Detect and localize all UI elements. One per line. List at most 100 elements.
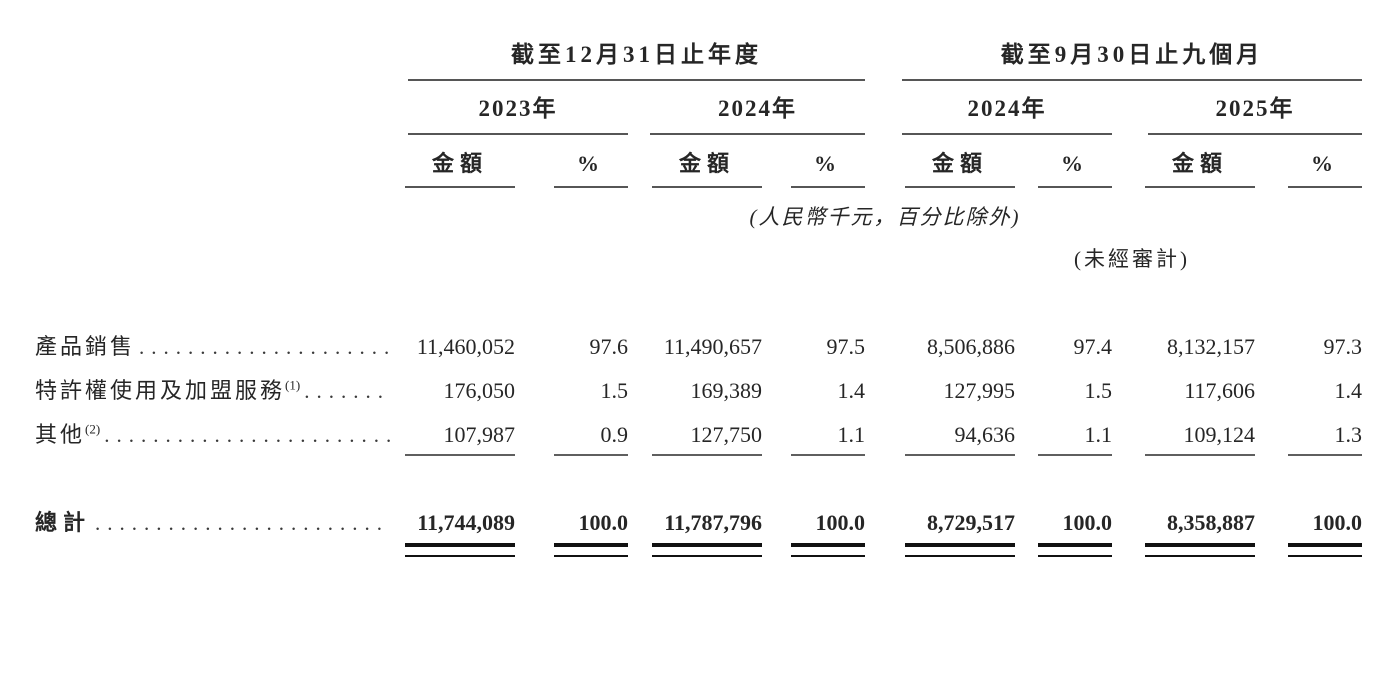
period-header-annual: 截至12月31日止年度 [511,42,762,67]
period-header-nine-months-box: 截至9月30日止九個月 [865,40,1362,70]
single-rule [1288,454,1362,456]
year-header-row: 2023年 2024年 2024年 2025年 [35,94,1362,124]
percent-col-header: % [1288,149,1362,188]
amount-cell: 176,050 [443,378,516,403]
year-rule-2023 [408,133,628,135]
amount-cell: 11,490,657 [663,334,762,359]
total-amount-cell: 8,358,887 [1167,510,1255,535]
percent-col-header-9m2024-box: % [1015,149,1112,188]
rule-box [1112,454,1255,456]
dot-leader [300,376,390,406]
year-header-2023-box: 2023年 [390,94,628,124]
year-header-9m2024-box: 2024年 [865,94,1112,124]
year-header-9m2024: 2024年 [967,96,1047,121]
percent-col-header: % [791,149,865,188]
total-amount-cell: 11,787,796 [664,510,762,535]
amount-cell: 127,995 [943,378,1016,403]
rule-box [762,543,865,557]
single-rule [1145,454,1255,456]
amount-cell: 117,606 [1184,378,1255,403]
revenue-table: 截至12月31日止年度 截至9月30日止九個月 2023年 2024年 [35,0,1362,557]
percent-col-header: % [554,149,628,188]
double-rule [905,543,1015,557]
amount-cell: 11,460,052 [416,334,515,359]
single-rule [905,454,1015,456]
amount-cell: 8,506,886 [927,334,1015,359]
single-rule [554,454,628,456]
percent-cell: 97.4 [1073,334,1113,359]
rule-box [1112,543,1255,557]
amount-col-header: 金額 [1145,149,1255,188]
double-rule [405,543,515,557]
year-rule-9m2025-box [1112,133,1362,135]
rule-box [865,543,1015,557]
unaudited-note: (未經審計) [1074,247,1190,271]
percent-col-header: % [1038,149,1112,188]
amount-cell: 107,987 [443,422,516,447]
rule-box [390,543,515,557]
rule-box [628,454,762,456]
amount-cell: 94,636 [954,422,1016,447]
percent-cell: 97.3 [1323,334,1363,359]
row-label-cell: 其他(2) [35,420,390,450]
table-row-franchise-services: 特許權使用及加盟服務(1) 176,050 1.5 169,389 1.4 12… [35,376,1362,406]
group-header-row: 截至12月31日止年度 截至9月30日止九個月 [35,40,1362,70]
rule-box [515,454,628,456]
year-header-9m2025-box: 2025年 [1112,94,1362,124]
single-rule [791,454,865,456]
group-rule-annual [408,79,865,81]
amount-cell: 169,389 [690,378,763,403]
currency-note-row: (人民幣千元，百分比除外) [35,202,1362,232]
total-percent-cell: 100.0 [815,510,866,535]
group-rule-annual-box [390,79,865,81]
unaudited-note-row: (未經審計) [35,244,1362,274]
amount-cell: 8,132,157 [1167,334,1255,359]
year-rule-2024-box [628,133,865,135]
double-rule [1038,543,1112,557]
percent-cell: 1.1 [1084,422,1113,447]
double-rule [1145,543,1255,557]
rule-box [1255,454,1362,456]
group-rule-nine-months-box [865,79,1362,81]
amount-col-header-9m2025-box: 金額 [1112,149,1255,188]
amount-cell: 127,750 [690,422,763,447]
year-rule-9m2025 [1148,133,1362,135]
amount-col-header-2024-box: 金額 [628,149,762,188]
total-percent-cell: 100.0 [578,510,629,535]
year-header-2024-box: 2024年 [628,94,865,124]
dot-leader [100,420,390,450]
group-rule-row [35,79,1362,81]
row-label: 產品銷售 [35,334,136,359]
double-rule [1288,543,1362,557]
percent-cell: 97.6 [589,334,629,359]
column-header-row: 金額 % 金額 % 金額 % 金額 % [35,149,1362,188]
percent-cell: 0.9 [600,422,629,447]
rule-box [1015,454,1112,456]
dot-leader [135,332,390,362]
row-label-cell: 特許權使用及加盟服務(1) [35,376,390,406]
rule-box [865,454,1015,456]
amount-col-header-2023-box: 金額 [390,149,515,188]
year-header-2023: 2023年 [478,96,558,121]
year-header-2024: 2024年 [718,96,797,121]
rule-box [1255,543,1362,557]
row-label-cell: 總計 [35,508,390,538]
total-percent-cell: 100.0 [1062,510,1113,535]
amount-col-header: 金額 [905,149,1015,188]
year-rule-2024 [650,133,865,135]
percent-cell: 1.4 [1334,378,1363,403]
percent-cell: 1.1 [837,422,866,447]
percent-cell: 1.3 [1334,422,1363,447]
row-label: 總計 [35,510,92,535]
percent-cell: 1.5 [1084,378,1113,403]
period-header-nine-months: 截至9月30日止九個月 [1000,42,1264,67]
group-rule-nine-months [902,79,1362,81]
year-rule-9m2024-box [865,133,1112,135]
percent-cell: 1.5 [600,378,629,403]
year-rule-row [35,133,1362,135]
amount-col-header: 金額 [652,149,762,188]
percent-col-header-2024-box: % [762,149,865,188]
row-label-cell: 產品銷售 [35,332,390,362]
year-rule-2023-box [390,133,628,135]
